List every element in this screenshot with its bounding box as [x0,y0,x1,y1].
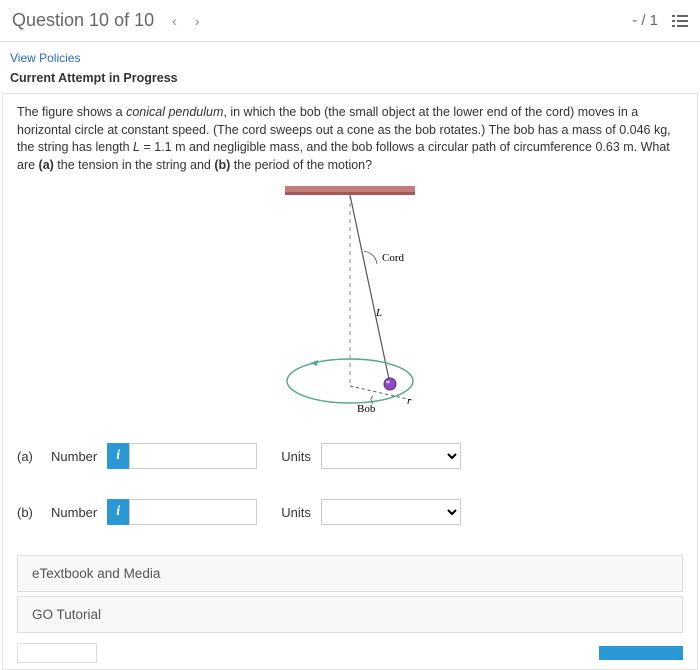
etextbook-button[interactable]: eTextbook and Media [17,555,683,592]
view-policies-link[interactable]: View Policies [10,51,80,65]
radius-label: r [407,395,412,407]
info-icon[interactable]: i [107,499,129,525]
answer-b-units-select[interactable] [321,499,461,525]
footer-placeholder [17,643,97,663]
answer-b-label: (b) [17,505,41,520]
question-prompt: The figure shows a conical pendulum, in … [17,104,683,174]
number-label: Number [51,449,97,464]
bob-label: Bob [357,403,376,415]
answer-row-a: (a) Number i Units [17,443,683,469]
answer-a-label: (a) [17,449,41,464]
menu-icon[interactable] [672,14,688,28]
figure-diagram: Cord L Bob r [17,186,683,419]
score-display: - / 1 [632,12,658,29]
submit-button[interactable] [599,646,683,660]
answer-a-units-select[interactable] [321,443,461,469]
length-label: L [375,307,382,319]
go-tutorial-button[interactable]: GO Tutorial [17,596,683,633]
question-header: Question 10 of 10 ‹ › - / 1 [0,0,700,42]
answer-a-number-input[interactable] [129,443,257,469]
attempt-status: Current Attempt in Progress [0,69,700,93]
units-label: Units [281,505,311,520]
question-nav: ‹ › [172,13,199,29]
cord-label: Cord [382,252,405,264]
answer-row-b: (b) Number i Units [17,499,683,525]
question-content: The figure shows a conical pendulum, in … [2,93,698,670]
info-icon[interactable]: i [107,443,129,469]
policies-row: View Policies [0,42,700,69]
number-label: Number [51,505,97,520]
answer-b-number-input[interactable] [129,499,257,525]
prev-question-icon[interactable]: ‹ [172,13,177,29]
units-label: Units [281,449,311,464]
next-question-icon[interactable]: › [195,13,200,29]
footer-row [17,643,683,663]
question-number: Question 10 of 10 [12,10,154,31]
answer-section: (a) Number i Units (b) Number i Units [17,443,683,525]
